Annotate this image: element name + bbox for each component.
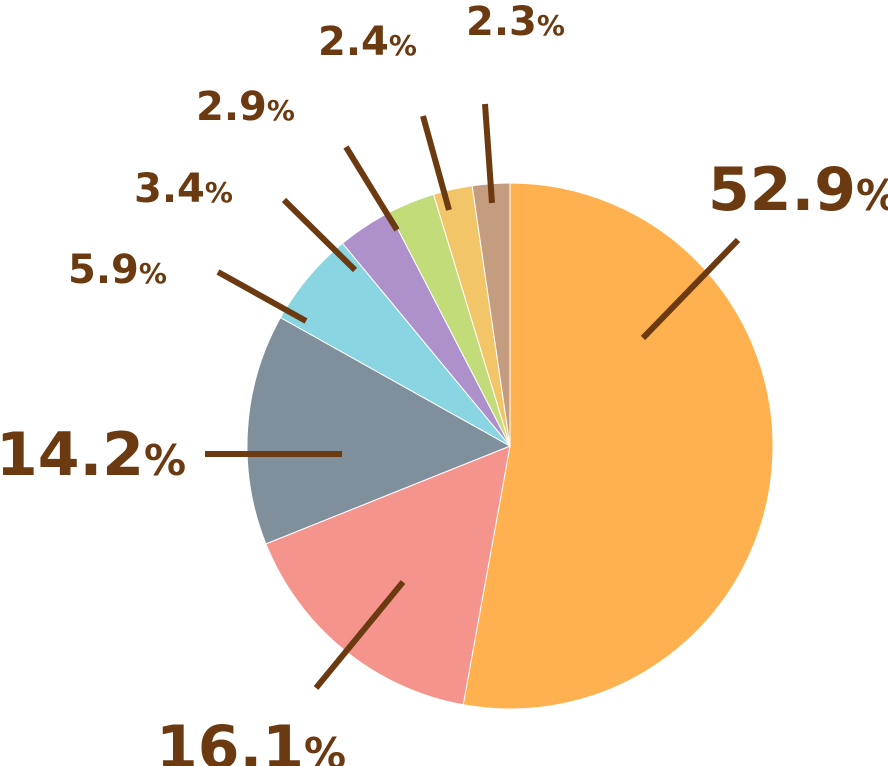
slice-unit-3: % — [144, 436, 186, 485]
slice-value-4: 5.9 — [68, 247, 139, 293]
slice-value-5: 3.4 — [134, 166, 205, 212]
leader-line-6 — [343, 145, 400, 232]
slice-unit-6: % — [267, 94, 295, 127]
slice-label-4: 5.9% — [68, 247, 167, 293]
leader-line-4 — [216, 269, 308, 324]
slice-value-1: 52.9 — [708, 155, 856, 225]
pie-slice-3 — [246, 316, 512, 545]
slice-unit-2: % — [304, 729, 346, 766]
slice-value-3: 14.2 — [0, 420, 144, 490]
leader-lines — [205, 103, 741, 690]
slice-unit-1: % — [856, 171, 888, 220]
leader-line-2 — [313, 580, 406, 690]
leader-line-1 — [640, 237, 741, 341]
slice-unit-8: % — [537, 9, 565, 42]
leader-line-7 — [420, 115, 452, 211]
slice-value-8: 2.3 — [466, 0, 537, 45]
slice-value-2: 16.1 — [156, 713, 304, 766]
slice-label-7: 2.4% — [318, 19, 417, 65]
slice-label-5: 3.4% — [134, 166, 233, 212]
slice-unit-4: % — [139, 257, 167, 290]
leader-line-8 — [482, 103, 495, 204]
slice-label-6: 2.9% — [196, 84, 295, 130]
pie-slice-1 — [462, 182, 774, 710]
slice-value-7: 2.4 — [318, 19, 389, 65]
slice-unit-7: % — [389, 29, 417, 62]
slice-label-2: 16.1% — [156, 713, 346, 766]
slice-label-3: 14.2% — [0, 420, 186, 490]
slice-label-8: 2.3% — [466, 0, 565, 45]
slice-unit-5: % — [205, 176, 233, 209]
slice-label-1: 52.9% — [708, 155, 888, 225]
leader-line-5 — [281, 197, 358, 273]
pie-slices — [246, 182, 774, 710]
slice-value-6: 2.9 — [196, 84, 267, 130]
